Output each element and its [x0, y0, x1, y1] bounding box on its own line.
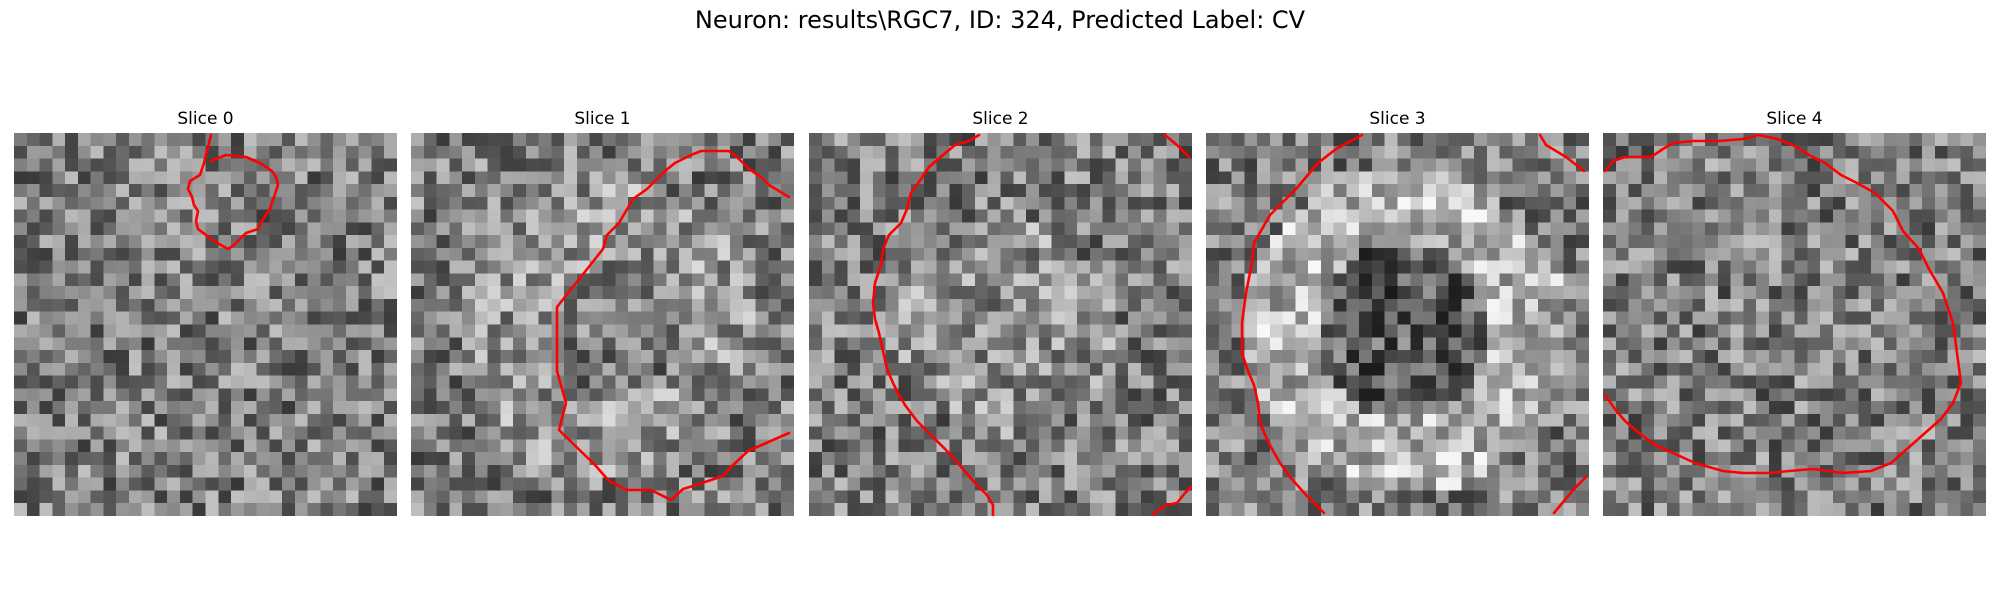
segmentation-contour [1603, 133, 1963, 475]
segmentation-contour [1240, 133, 1588, 515]
slice-image [1603, 133, 1986, 516]
segmentation-contour [186, 133, 280, 251]
slice-image [1206, 133, 1589, 516]
grayscale-patch [14, 133, 397, 516]
segmentation-contour [555, 149, 791, 502]
slice-image [411, 133, 794, 516]
slice-title: Slice 2 [972, 109, 1029, 129]
slice-panel-2: Slice 2 [809, 106, 1192, 516]
slice-panel-1: Slice 1 [411, 106, 794, 516]
slice-panel-3: Slice 3 [1206, 106, 1589, 516]
grayscale-patch [1206, 133, 1589, 516]
grayscale-patch [809, 133, 1192, 516]
slice-title: Slice 4 [1766, 109, 1823, 129]
slice-panel-4: Slice 4 [1603, 106, 1986, 516]
figure-title: Neuron: results\RGC7, ID: 324, Predicted… [694, 6, 1306, 34]
slice-image [14, 133, 397, 516]
slice-title: Slice 0 [177, 109, 234, 129]
slice-title: Slice 1 [574, 109, 631, 129]
grayscale-patch [411, 133, 794, 516]
slice-image [809, 133, 1192, 516]
slice-title: Slice 3 [1369, 109, 1426, 129]
grayscale-patch [1603, 133, 1986, 516]
slice-panel-0: Slice 0 [14, 106, 397, 516]
segmentation-contour [871, 133, 1192, 516]
